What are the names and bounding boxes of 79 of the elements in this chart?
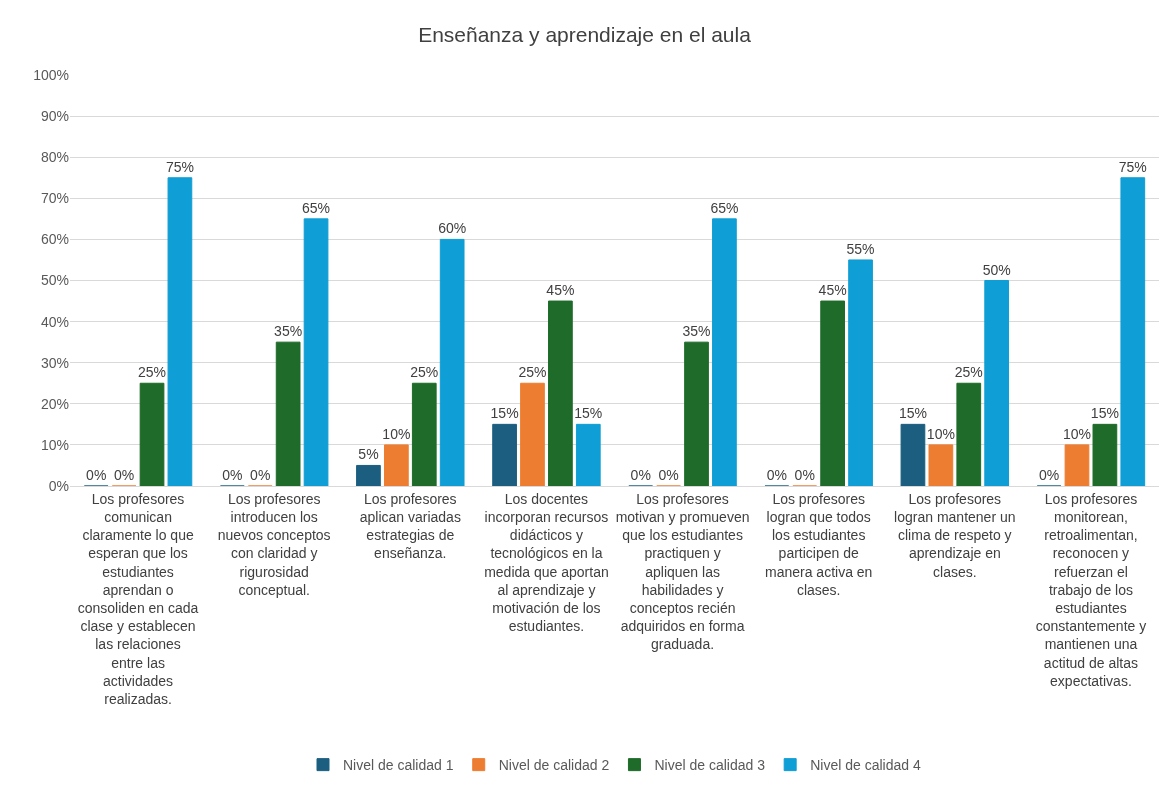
data-label: 25% xyxy=(518,364,547,381)
category-label: Los profesores monitorean, retroalimentan, reconocen y refuerzan el trabajo de los estudiantes constantemente y mantienen una actitud de altas expectativas. xyxy=(1035,490,1147,689)
y-tick-label: 90% xyxy=(40,108,69,124)
bar xyxy=(1064,444,1090,486)
bar xyxy=(984,280,1010,486)
bar xyxy=(548,300,573,486)
bar xyxy=(684,341,709,486)
data-label: 0% xyxy=(658,467,679,483)
data-label: 0% xyxy=(1038,467,1060,483)
x-tick-label: Los profesores introducen los nuevos conceptos con claridad y rigurosidad conceptual. xyxy=(217,490,331,598)
y-tick-label: 70% xyxy=(40,190,69,207)
data-label: 0% xyxy=(766,467,787,483)
bar xyxy=(356,464,381,486)
y-tick-label: 80% xyxy=(40,149,69,166)
x-tick-label: Los profesores logran que todos los estudiantes participen de manera activa en clases. xyxy=(764,490,873,598)
data-label: 0% xyxy=(86,467,107,483)
bar xyxy=(928,444,954,486)
data-label: 60% xyxy=(438,220,467,237)
category-label: Los profesores motivan y promueven que los estudiantes practiquen y apliquen las habilidades y conceptos recién adquiridos en forma graduada. xyxy=(615,490,750,653)
data-label: 5% xyxy=(358,446,379,463)
data-label: 15% xyxy=(490,405,519,422)
bar xyxy=(820,300,845,486)
y-tick-label: 0% xyxy=(48,477,69,494)
bar xyxy=(712,218,737,486)
bar xyxy=(1120,177,1146,486)
data-label: 0% xyxy=(222,467,243,483)
category-label: Los profesores comunican claramente lo que esperan que los estudiantes aprendan o consoliden en cada clase y establecen las relaciones entre las actividades realizadas. xyxy=(77,490,199,707)
bar xyxy=(384,444,409,486)
data-label: 65% xyxy=(302,199,331,216)
x-tick-label: Los profesores logran mantener un clima de respeto y aprendizaje en clases. xyxy=(894,490,1016,580)
bar xyxy=(575,423,601,486)
data-label: 55% xyxy=(846,240,875,257)
bar xyxy=(139,382,165,486)
legend-label: Nivel de calidad 4 xyxy=(810,757,921,774)
bar xyxy=(303,218,329,486)
data-label: 25% xyxy=(138,364,167,381)
bar xyxy=(411,382,437,486)
bar xyxy=(1092,423,1118,486)
legend-label: Nivel de calidad 2 xyxy=(498,757,610,774)
bar xyxy=(848,259,873,486)
bar xyxy=(900,423,926,486)
y-tick-label: 30% xyxy=(40,354,69,371)
x-tick-label: Los profesores aplican variadas estrategias de enseñanza. xyxy=(359,490,461,562)
data-label: 75% xyxy=(1118,158,1147,175)
data-label: 15% xyxy=(574,405,603,422)
data-label: 0% xyxy=(630,467,651,483)
data-label: 75% xyxy=(165,158,194,175)
data-label: 10% xyxy=(1062,425,1091,442)
data-label: 45% xyxy=(546,282,575,299)
y-tick-label: 10% xyxy=(40,436,69,453)
legend-label: Nivel de calidad 1 xyxy=(343,757,454,774)
y-tick-label: 60% xyxy=(40,231,69,248)
data-label: 0% xyxy=(794,467,815,483)
data-label: 10% xyxy=(926,425,955,442)
bar xyxy=(167,177,193,486)
data-label: 15% xyxy=(1090,405,1119,422)
y-tick-label: 40% xyxy=(40,313,69,330)
bar xyxy=(275,341,301,486)
chart-title: Enseñanza y aprendizaje en el aula xyxy=(418,23,752,47)
data-label: 50% xyxy=(982,261,1011,278)
legend-label: Nivel de calidad 3 xyxy=(654,757,766,774)
data-label: 35% xyxy=(682,323,711,340)
bar xyxy=(439,238,465,486)
data-label: 35% xyxy=(274,323,303,340)
x-tick-label: Los docentes incorporan recursos didácticos y tecnológicos en la medida que aportan al aprendizaje y motivación de los estudiantes. xyxy=(484,490,609,635)
bar xyxy=(492,423,517,486)
data-label: 25% xyxy=(410,364,439,381)
data-label: 10% xyxy=(382,425,411,442)
y-tick-label: 20% xyxy=(40,395,69,412)
bar xyxy=(956,382,982,486)
bar xyxy=(520,382,545,486)
data-label: 65% xyxy=(710,199,739,216)
data-label: 15% xyxy=(898,405,927,422)
data-label: 45% xyxy=(818,282,847,299)
y-tick-label: 50% xyxy=(40,272,69,289)
data-label: 0% xyxy=(250,467,271,483)
data-label: 25% xyxy=(954,364,983,381)
y-tick-label: 100% xyxy=(33,66,69,83)
data-label: 0% xyxy=(113,467,135,483)
